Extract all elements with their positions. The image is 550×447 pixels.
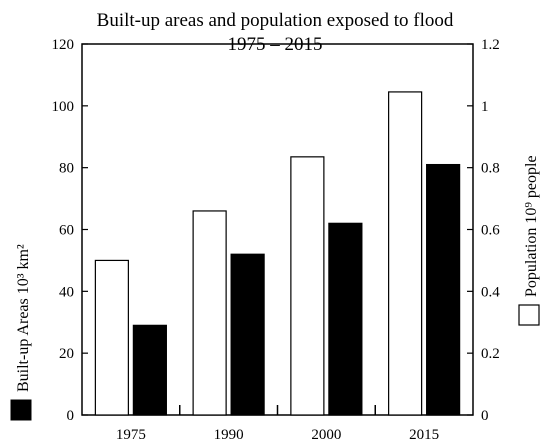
right-tick-label: 1.2 — [481, 37, 500, 53]
right-tick-label: 0 — [481, 408, 489, 424]
bars — [94, 91, 461, 416]
left-tick-label: 0 — [67, 408, 75, 424]
population-bar-2015 — [388, 91, 423, 416]
category-label: 2000 — [311, 427, 341, 443]
population-bar-1990 — [192, 210, 227, 416]
built-up-legend-swatch — [10, 399, 32, 421]
right-axis: 0 0.2 0.4 0.6 0.8 1 1.2 — [467, 37, 500, 424]
built-up-bar-1975 — [132, 324, 167, 416]
right-tick-label: 0.6 — [481, 223, 500, 239]
left-tick-label: 80 — [59, 161, 74, 177]
right-tick-label: 0.2 — [481, 346, 500, 362]
left-tick-label: 120 — [52, 37, 75, 53]
right-axis-label: Population 10⁹ people — [523, 155, 540, 297]
built-up-bar-2000 — [328, 222, 363, 416]
built-up-bar-2015 — [426, 163, 461, 416]
left-tick-label: 40 — [59, 284, 74, 300]
category-label: 2015 — [409, 427, 439, 443]
right-tick-label: 0.4 — [481, 284, 500, 300]
category-label: 1975 — [116, 427, 146, 443]
built-up-bar-1990 — [230, 253, 265, 416]
left-tick-label: 20 — [59, 346, 74, 362]
category-axis: 1975 1990 2000 2015 — [116, 405, 439, 443]
category-label: 1990 — [214, 427, 244, 443]
population-bar-2000 — [290, 156, 325, 416]
left-axis-title: Built-up Areas 10³ km² — [10, 244, 32, 421]
population-bar-1975 — [94, 259, 129, 416]
chart-title: Built-up areas and population exposed to… — [97, 10, 454, 31]
right-tick-label: 1 — [481, 99, 489, 115]
right-tick-label: 0.8 — [481, 161, 500, 177]
population-legend-swatch — [518, 304, 540, 326]
left-axis: 0 20 40 60 80 100 120 — [52, 37, 88, 424]
left-tick-label: 60 — [59, 223, 74, 239]
left-axis-label: Built-up Areas 10³ km² — [15, 244, 32, 392]
left-tick-label: 100 — [52, 99, 75, 115]
right-axis-title: Population 10⁹ people — [518, 155, 540, 326]
